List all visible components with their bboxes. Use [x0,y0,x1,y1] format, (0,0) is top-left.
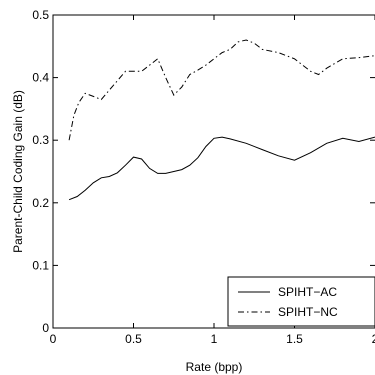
x-tick-label: 1.5 [286,332,303,346]
x-tick-label: 2 [372,332,375,346]
axes-layer: 0 0.5 1 1.5 2 0 0.1 0.2 0.3 0.4 0.5 [32,8,375,346]
series-line-1 [68,136,375,201]
legend: SPIHT−AC SPIHT−NC [227,276,375,327]
y-tick-label: 0 [42,321,49,335]
y-tick-label: 0.2 [32,196,49,210]
y-tick-label: 0.4 [32,71,49,85]
x-axis-label: Rate (bpp) [186,360,243,374]
legend-label-2: SPIHT−NC [278,305,338,319]
plot-frame [52,14,375,329]
legend-label-1: SPIHT−AC [278,285,337,299]
x-tick-label: 1 [211,332,218,346]
series-line-2 [68,39,375,141]
series-layer [68,39,375,201]
legend-box [227,276,375,327]
y-tick-label: 0.5 [32,8,49,22]
y-tick-label: 0.3 [32,133,49,147]
y-axis-label: Parent-Child Coding Gain (dB) [11,90,25,253]
x-tick-label: 0 [50,332,57,346]
y-tick-label: 0.1 [32,258,49,272]
x-tick-label: 0.5 [125,332,142,346]
